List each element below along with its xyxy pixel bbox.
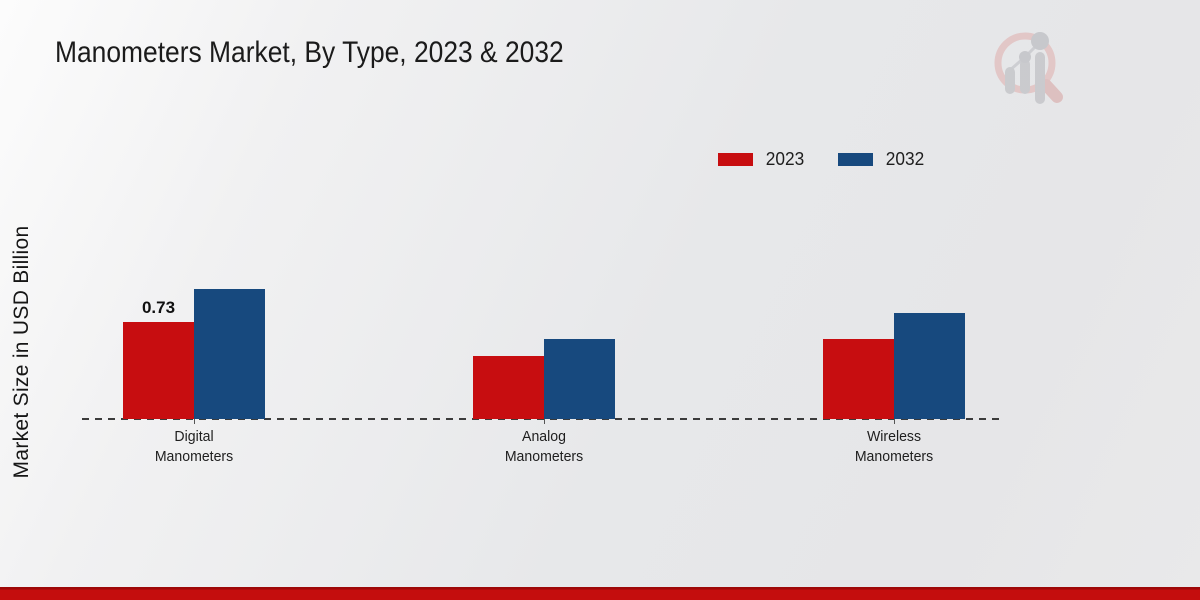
category-label-digital: Digital Manometers	[154, 428, 234, 465]
bar-2032-wireless	[894, 313, 965, 419]
bar-2023-analog	[473, 356, 544, 419]
logo-dot-large	[1031, 32, 1049, 50]
legend: 2023 2032	[718, 149, 925, 170]
y-axis-label: Market Size in USD Billion	[10, 225, 33, 479]
logo-dot-small	[1019, 51, 1031, 63]
bar-value-label-2023-digital: 0.73	[141, 298, 176, 317]
legend-swatch-2023	[718, 153, 753, 166]
x-axis-tick-digital	[194, 419, 195, 424]
x-axis-tick-wireless	[894, 419, 895, 424]
legend-item-2032: 2032	[838, 149, 925, 170]
bar-2032-digital	[194, 289, 265, 419]
category-label-analog: Analog Manometers	[504, 428, 584, 465]
legend-item-2023: 2023	[718, 149, 805, 170]
footer-red-band	[0, 587, 1200, 600]
legend-label-2032: 2032	[885, 149, 925, 169]
logo-bar-medium	[1020, 59, 1030, 94]
bar-2032-analog	[544, 339, 615, 419]
chart-title: Manometers Market, By Type, 2023 & 2032	[55, 36, 564, 69]
legend-swatch-2032	[838, 153, 874, 166]
mrfr-logo-watermark	[994, 32, 1063, 104]
category-label-wireless: Wireless Manometers	[854, 428, 934, 465]
bar-2023-digital	[123, 322, 194, 419]
magnifier-handle-icon	[1040, 79, 1063, 103]
x-axis-line	[82, 418, 1005, 420]
logo-bar-tall	[1035, 52, 1045, 104]
x-axis-tick-analog	[544, 419, 545, 424]
bar-2023-wireless	[823, 339, 894, 419]
plot-area: 0.73 Digital Manometers Analog Manometers W…	[82, 230, 1005, 465]
logo-bar-small	[1005, 67, 1015, 94]
legend-label-2023: 2023	[765, 149, 805, 169]
